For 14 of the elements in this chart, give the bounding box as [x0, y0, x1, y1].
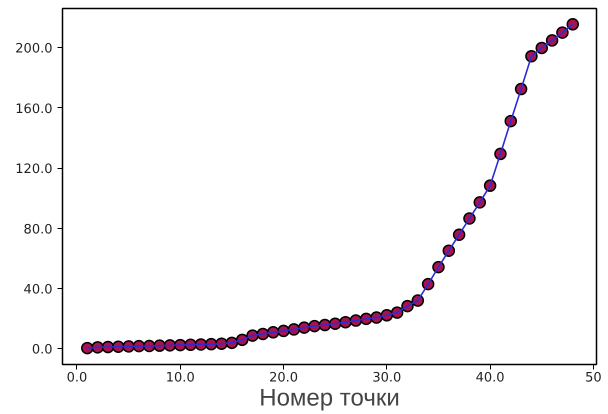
x-axis-title: Номер точки [259, 384, 400, 412]
x-tick-label: 30.0 [372, 370, 402, 386]
x-tick-label: 40.0 [476, 370, 505, 386]
y-tick-label: 120.0 [15, 162, 52, 178]
y-tick-label: 0.0 [32, 342, 53, 358]
point [566, 18, 579, 31]
y-tick-label: 80.0 [24, 222, 53, 238]
x-tick-label: 10.0 [166, 370, 195, 386]
y-tick-label: 40.0 [24, 282, 53, 298]
y-tick-label: 160.0 [15, 102, 52, 117]
y-tick-label: 200.0 [15, 42, 52, 57]
x-tick-label: 50 [585, 370, 602, 386]
x-tick-label: 20.0 [269, 370, 298, 386]
x-tick-label: 0.0 [66, 370, 88, 386]
